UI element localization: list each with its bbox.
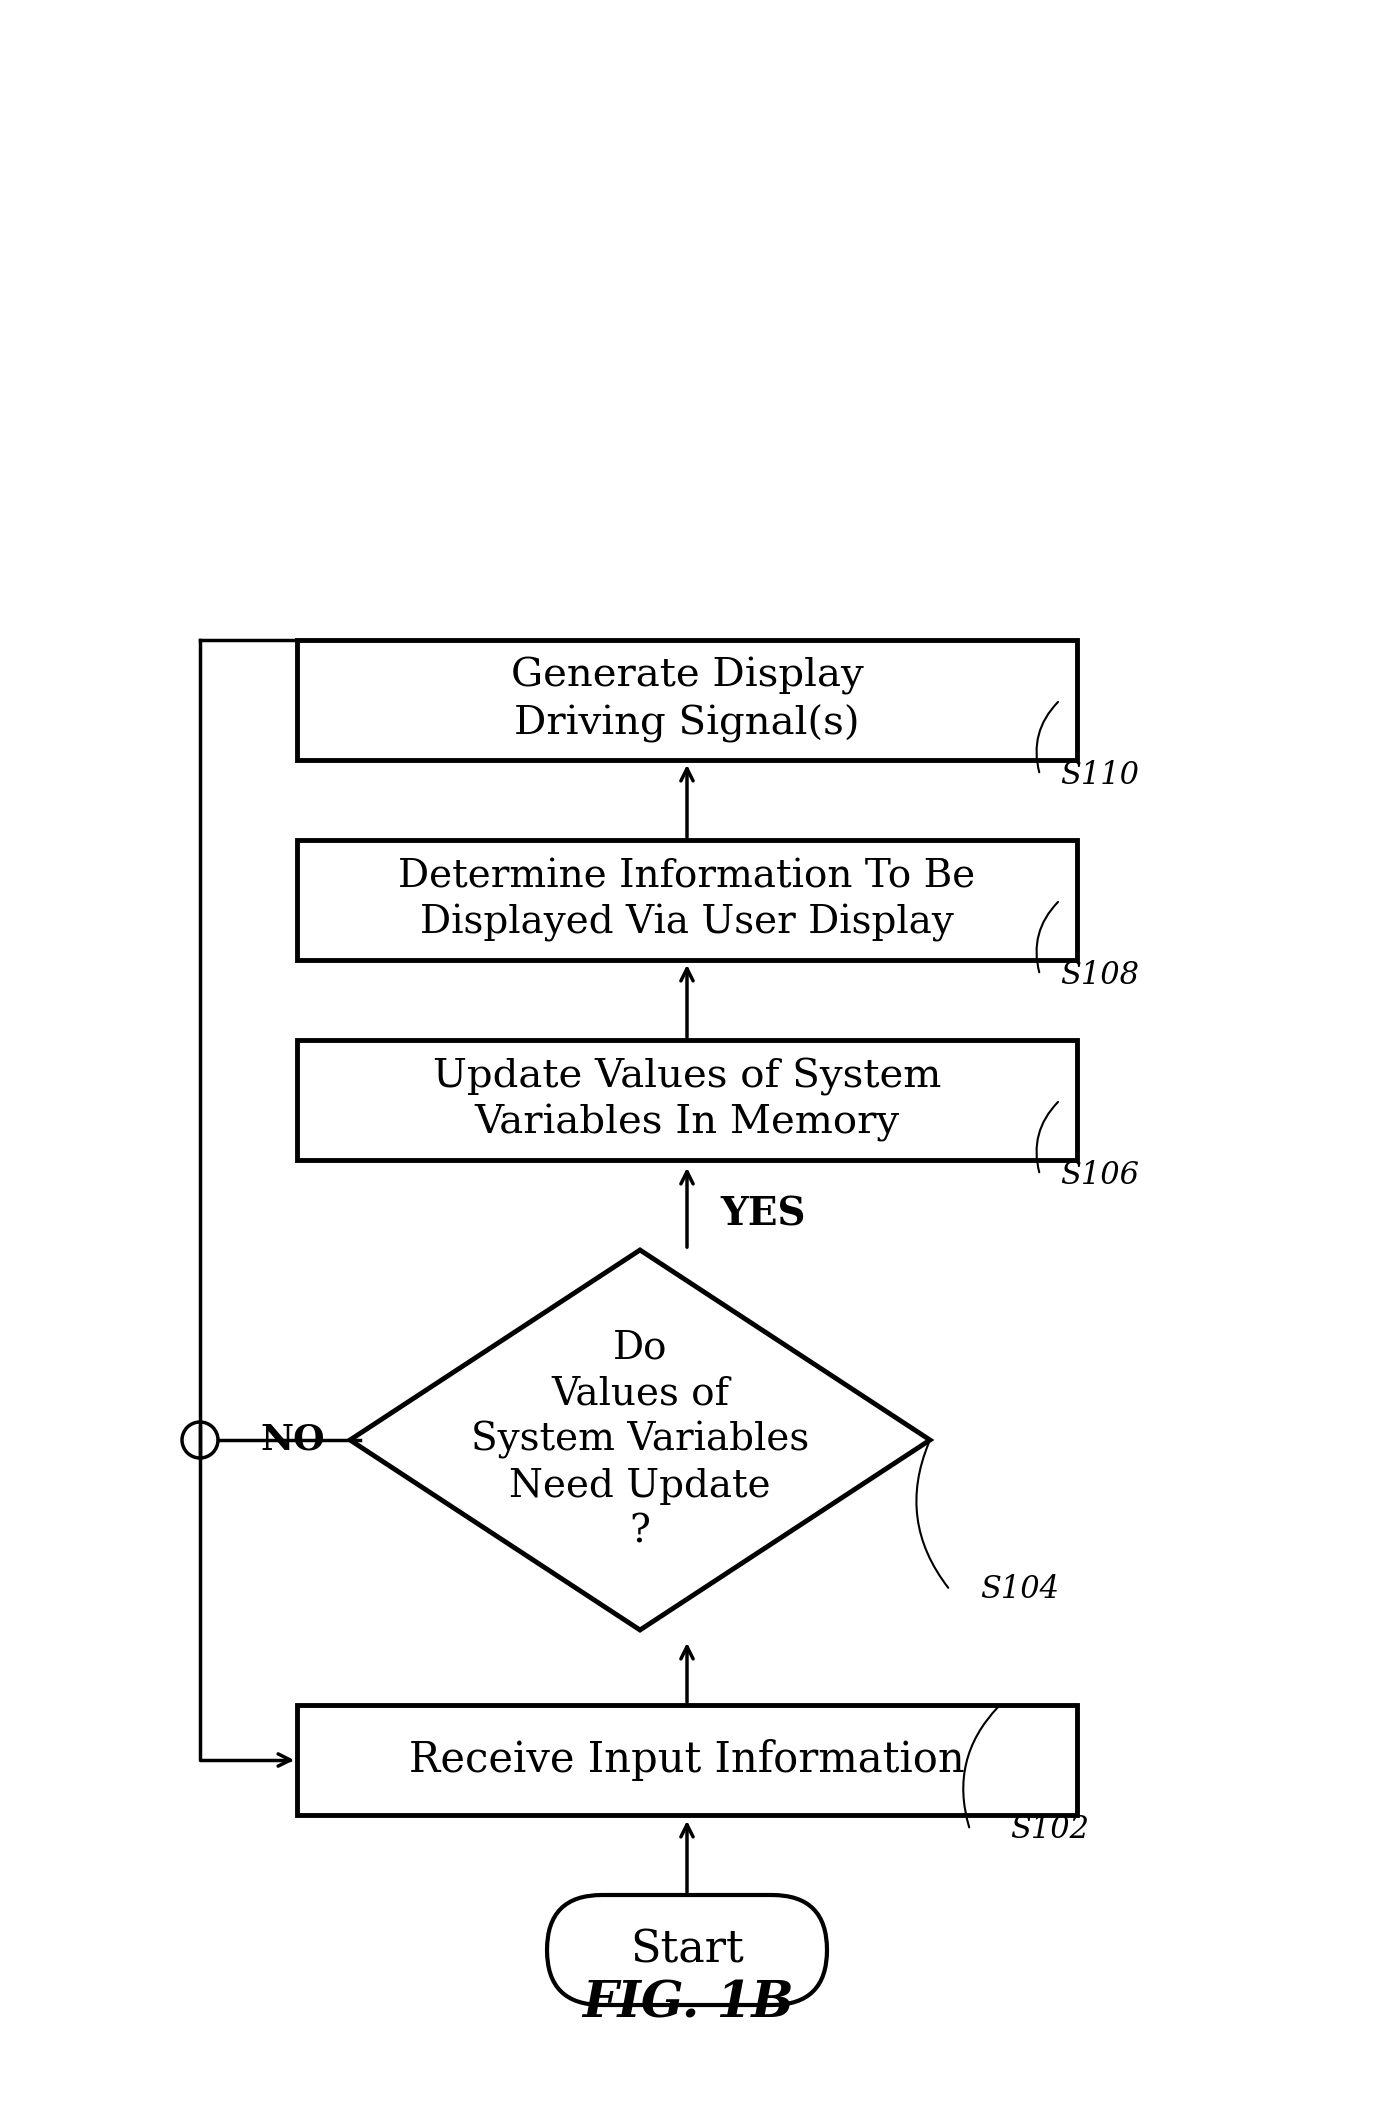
Text: S108: S108 — [1060, 960, 1138, 990]
Text: Receive Input Information: Receive Input Information — [410, 1740, 965, 1782]
Text: S104: S104 — [980, 1574, 1059, 1606]
Bar — [297, 639, 1077, 760]
Text: S102: S102 — [1011, 1814, 1089, 1846]
FancyBboxPatch shape — [547, 1895, 826, 2005]
Bar — [297, 1706, 1077, 1816]
Text: YES: YES — [720, 1196, 806, 1234]
Polygon shape — [351, 1251, 930, 1629]
Text: FIG. 1B: FIG. 1B — [582, 1980, 793, 2028]
Text: Start: Start — [630, 1929, 744, 1971]
Text: Update Values of System
Variables In Memory: Update Values of System Variables In Mem… — [433, 1058, 940, 1143]
Bar — [297, 1041, 1077, 1160]
Bar — [297, 839, 1077, 960]
Text: NO: NO — [260, 1423, 324, 1457]
Text: Generate Display
Driving Signal(s): Generate Display Driving Signal(s) — [510, 656, 864, 743]
Text: S110: S110 — [1060, 760, 1138, 790]
Text: Determine Information To Be
Displayed Via User Display: Determine Information To Be Displayed Vi… — [399, 858, 976, 941]
Text: Do
Values of
System Variables
Need Update
?: Do Values of System Variables Need Updat… — [470, 1330, 808, 1551]
Text: S106: S106 — [1060, 1160, 1138, 1189]
